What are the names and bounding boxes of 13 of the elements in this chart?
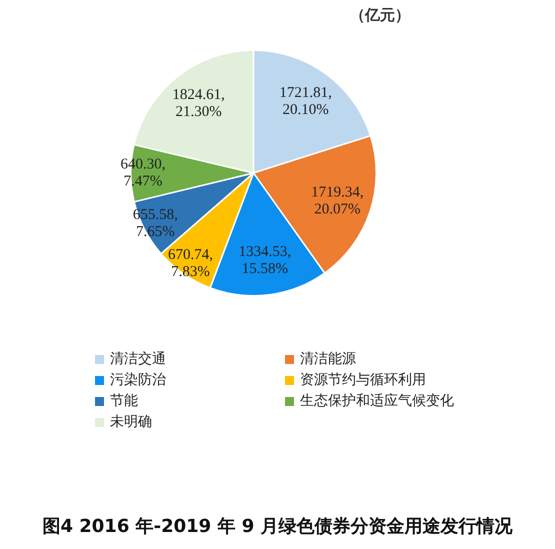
legend-label: 生态保护和适应气候变化 [300,392,454,410]
data-label: 1824.61, 21.30% [172,87,225,120]
legend-label: 节能 [110,392,138,410]
data-label: 1721.81, 20.10% [279,85,332,118]
data-label: 1719.34, 20.07% [311,184,364,218]
legend-label: 污染防治 [110,371,166,389]
data-label: 1334.53, 15.58% [238,244,292,278]
text: 图4 2016 年-2019 年 9 月绿色债券分资金用途发行情况 [41,515,514,538]
legend-label: 资源节约与循环利用 [300,371,426,389]
text: （亿元） [350,6,410,25]
legend-label: 清洁交通 [110,350,166,368]
legend-label: 未明确 [110,413,152,431]
legend-label: 清洁能源 [300,350,356,368]
